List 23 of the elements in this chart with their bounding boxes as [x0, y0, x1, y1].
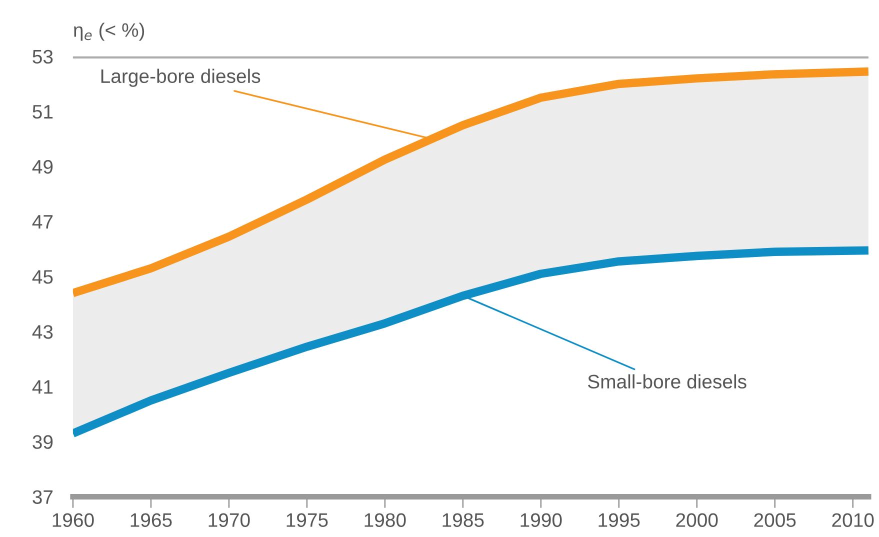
x-tick-label: 1995: [598, 513, 640, 527]
y-tick-label: 39: [32, 435, 53, 449]
y-tick-label: 41: [32, 380, 53, 394]
x-tick-label: 1985: [442, 513, 484, 527]
annotation: Small-bore diesels: [588, 374, 746, 389]
y-tick-label: 43: [32, 325, 53, 339]
y-tick-label: 47: [32, 215, 53, 229]
y-axis-title: η$_{e}$ (< %): [74, 22, 144, 41]
x-tick-label: 1975: [286, 513, 328, 527]
y-tick-label: 53: [32, 50, 53, 64]
y-tick-label: 51: [32, 105, 53, 119]
y-tick-label: 45: [32, 270, 53, 284]
x-tick-label: 1990: [520, 513, 562, 527]
x-tick-label: 1965: [130, 513, 172, 527]
y-tick-label: 49: [32, 160, 53, 174]
annotation: Large-bore diesels: [101, 68, 260, 87]
x-tick-label: 1980: [364, 513, 406, 527]
x-tick-label: 1960: [52, 513, 94, 527]
x-tick-label: 2010: [832, 513, 874, 527]
x-tick-label: 2000: [676, 513, 718, 527]
x-tick-label: 1970: [208, 513, 250, 527]
x-tick-label: 2005: [754, 513, 796, 527]
y-tick-label: 37: [32, 490, 53, 504]
